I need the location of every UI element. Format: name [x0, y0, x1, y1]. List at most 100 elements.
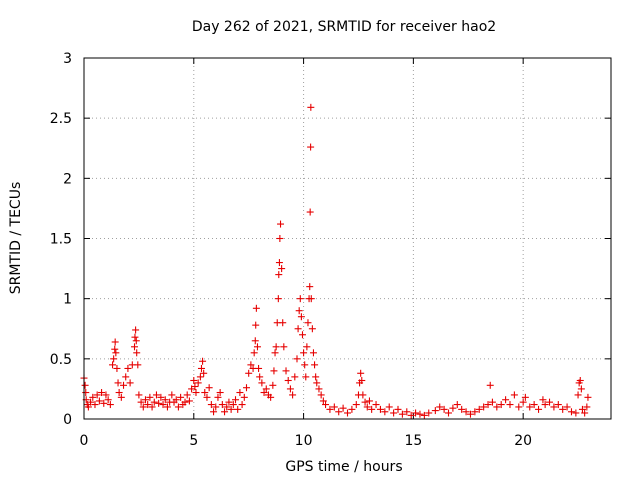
data-point: [113, 364, 121, 372]
data-point: [486, 381, 494, 389]
data-point: [302, 373, 310, 381]
data-point: [122, 373, 130, 381]
data-point: [82, 389, 90, 397]
data-point: [252, 321, 260, 329]
data-point: [210, 408, 218, 416]
data-point: [93, 391, 101, 399]
data-point: [181, 398, 189, 406]
data-point: [449, 404, 457, 412]
data-point: [530, 401, 538, 409]
data-point: [111, 345, 119, 353]
data-point: [297, 313, 305, 321]
y-tick-label: 2.5: [50, 111, 72, 127]
y-axis-label: SRMTID / TECUs: [8, 182, 24, 295]
data-point: [361, 398, 369, 406]
data-point: [131, 333, 139, 341]
data-point: [398, 410, 406, 418]
y-tick-label: 1.5: [50, 232, 72, 248]
data-point: [315, 385, 323, 393]
data-point: [526, 403, 534, 411]
data-point: [238, 401, 246, 409]
data-points: [80, 103, 592, 419]
data-point: [131, 343, 139, 351]
data-point: [132, 326, 140, 334]
data-point: [330, 403, 338, 411]
data-point: [550, 403, 558, 411]
data-point: [583, 403, 591, 411]
data-point: [172, 396, 180, 404]
data-point: [309, 349, 317, 357]
data-point: [102, 391, 110, 399]
data-point: [157, 393, 165, 401]
data-point: [134, 361, 142, 369]
data-point: [535, 405, 543, 413]
data-point: [317, 391, 325, 399]
data-point: [282, 367, 290, 375]
data-point: [252, 304, 260, 312]
data-point: [278, 265, 286, 273]
data-point: [510, 391, 518, 399]
data-point: [242, 384, 250, 392]
data-point: [462, 408, 470, 416]
data-point: [521, 393, 529, 401]
data-point: [352, 401, 360, 409]
data-point: [95, 397, 103, 405]
data-point: [98, 389, 106, 397]
data-point: [420, 411, 428, 419]
data-point: [185, 397, 193, 405]
data-point: [141, 396, 149, 404]
data-point: [284, 376, 292, 384]
data-point: [466, 410, 474, 418]
data-point: [289, 391, 297, 399]
data-point: [168, 391, 176, 399]
data-point: [100, 399, 108, 407]
data-point: [262, 385, 270, 393]
data-point: [159, 401, 167, 409]
data-point: [192, 389, 200, 397]
data-point: [425, 409, 433, 417]
data-point: [368, 405, 376, 413]
data-point: [348, 405, 356, 413]
data-point: [319, 397, 327, 405]
data-point: [581, 409, 589, 417]
data-point: [576, 376, 584, 384]
data-point: [296, 295, 304, 303]
data-point: [275, 259, 283, 267]
data-point: [407, 411, 415, 419]
data-point: [572, 409, 580, 417]
data-point: [300, 349, 308, 357]
data-point: [480, 403, 488, 411]
data-point: [308, 325, 316, 333]
grid: [84, 58, 611, 419]
data-point: [227, 405, 235, 413]
data-point: [403, 408, 411, 416]
data-point: [199, 357, 207, 365]
data-point: [519, 398, 527, 406]
data-point: [177, 393, 185, 401]
data-point: [307, 295, 315, 303]
data-point: [267, 393, 275, 401]
data-point: [358, 376, 366, 384]
data-point: [312, 373, 320, 381]
y-tick-label: 3: [63, 51, 72, 67]
data-point: [471, 408, 479, 416]
data-point: [277, 220, 285, 228]
data-point: [200, 369, 208, 377]
data-point: [111, 338, 119, 346]
data-point: [112, 349, 120, 357]
data-point: [365, 397, 373, 405]
data-point: [251, 337, 259, 345]
data-point: [225, 398, 233, 406]
data-point: [445, 409, 453, 417]
data-point: [381, 408, 389, 416]
data-point: [363, 403, 371, 411]
data-point: [270, 367, 278, 375]
data-point: [124, 364, 132, 372]
data-point: [191, 383, 199, 391]
data-point: [135, 391, 143, 399]
data-point: [563, 403, 571, 411]
y-tick-label: 1: [63, 292, 72, 308]
data-point: [293, 355, 301, 363]
data-point: [174, 403, 182, 411]
data-point: [201, 389, 209, 397]
